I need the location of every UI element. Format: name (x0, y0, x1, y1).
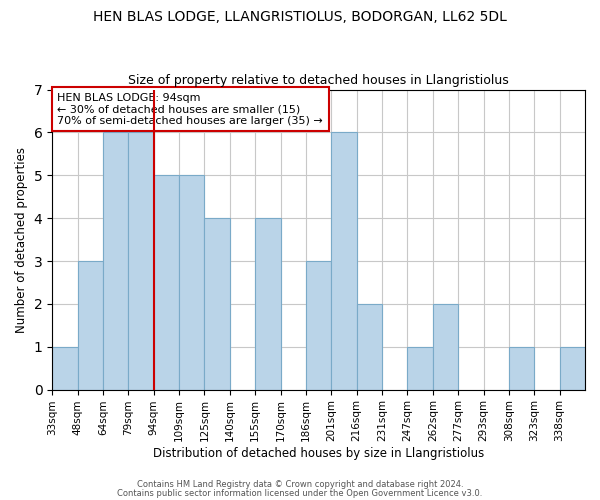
Bar (509, 346, 534, 390)
Text: Contains public sector information licensed under the Open Government Licence v3: Contains public sector information licen… (118, 489, 482, 498)
Bar (433, 304, 458, 390)
Bar (255, 218, 281, 390)
Text: HEN BLAS LODGE, LLANGRISTIOLUS, BODORGAN, LL62 5DL: HEN BLAS LODGE, LLANGRISTIOLUS, BODORGAN… (93, 10, 507, 24)
Bar (205, 218, 230, 390)
Bar (103, 132, 128, 390)
Y-axis label: Number of detached properties: Number of detached properties (15, 146, 28, 332)
Bar (356, 304, 382, 390)
Text: Contains HM Land Registry data © Crown copyright and database right 2024.: Contains HM Land Registry data © Crown c… (137, 480, 463, 489)
Bar (560, 346, 585, 390)
Bar (52, 346, 77, 390)
Bar (331, 132, 356, 390)
Title: Size of property relative to detached houses in Llangristiolus: Size of property relative to detached ho… (128, 74, 509, 87)
Bar (407, 346, 433, 390)
Text: HEN BLAS LODGE: 94sqm
← 30% of detached houses are smaller (15)
70% of semi-deta: HEN BLAS LODGE: 94sqm ← 30% of detached … (58, 92, 323, 126)
Bar (77, 261, 103, 390)
Bar (306, 261, 331, 390)
Bar (154, 176, 179, 390)
Bar (128, 132, 154, 390)
Bar (179, 176, 205, 390)
X-axis label: Distribution of detached houses by size in Llangristiolus: Distribution of detached houses by size … (153, 447, 484, 460)
